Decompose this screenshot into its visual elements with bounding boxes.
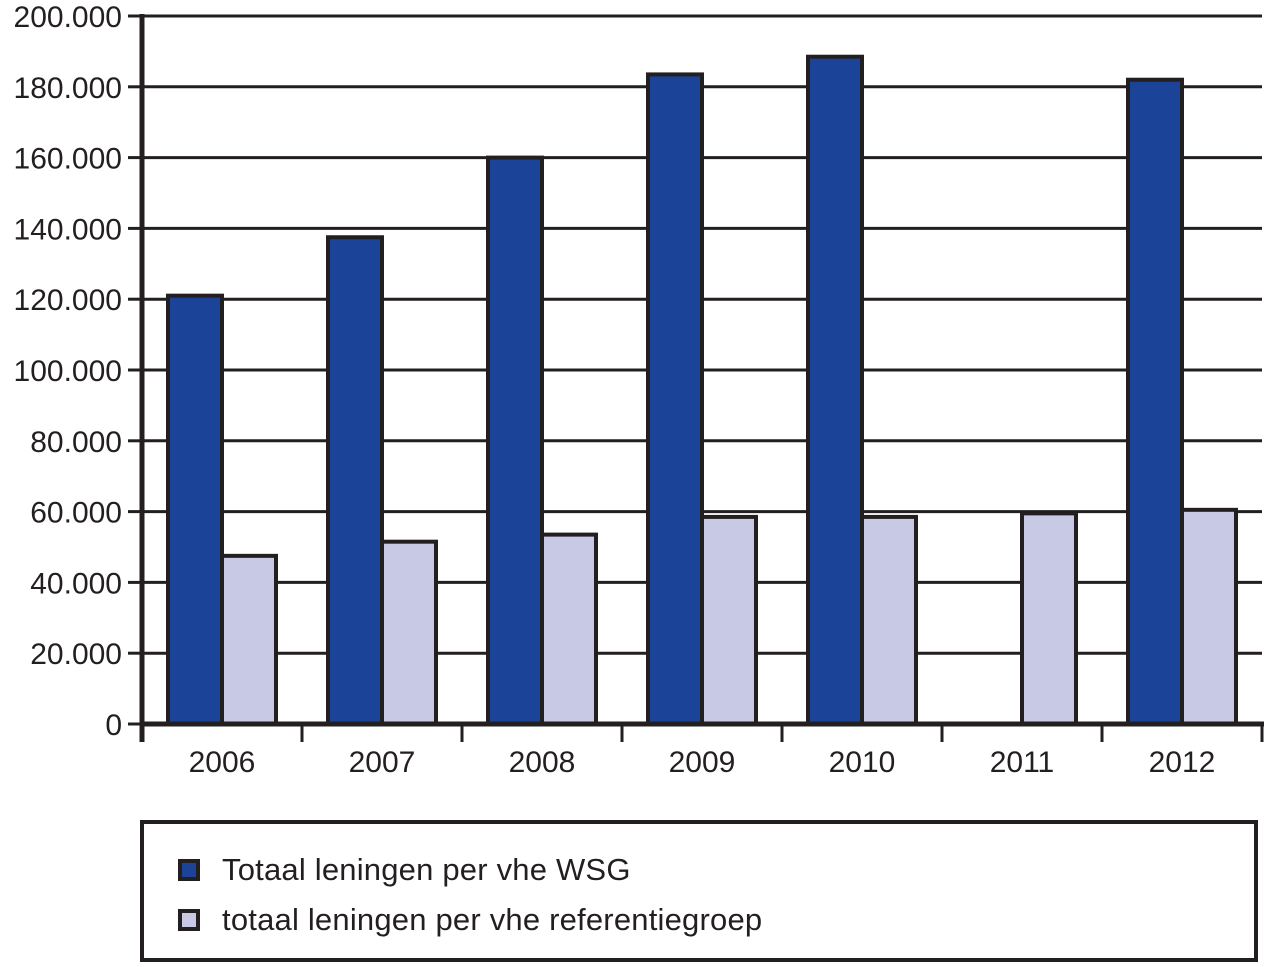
bar-referentiegroep-2010 [860, 514, 918, 726]
bar-referentiegroep-2011 [1020, 511, 1078, 726]
bar-chart: 0 20.000 40.000 60.000 80.000 100.000 120.000 1… [14, 1, 1264, 779]
x-tick-label: 2009 [669, 746, 736, 779]
x-tick-label: 2011 [990, 746, 1055, 779]
y-tick-label: 140.000 [14, 213, 122, 246]
legend-item-referentiegroep: totaal leningen per vhe referentiegroep [178, 904, 762, 935]
x-tick-label: 2006 [189, 746, 256, 779]
bar-wsg-2010 [806, 54, 864, 726]
x-tick-label: 2008 [509, 746, 576, 779]
bar-wsg-2006 [166, 293, 224, 726]
legend-label: Totaal leningen per vhe WSG [222, 852, 631, 887]
y-axis-tick-labels: 0 20.000 40.000 60.000 80.000 100.000 120.000 1… [14, 1, 122, 742]
x-tick-label: 2010 [829, 746, 896, 779]
bar-wsg-2012 [1126, 77, 1184, 727]
bar-referentiegroep-2012 [1180, 507, 1238, 726]
x-tick-label: 2007 [349, 746, 416, 779]
bar-wsg-2009 [646, 72, 704, 727]
x-axis-tick-labels: 2006 2007 2008 2009 2010 2011 2012 [189, 746, 1216, 779]
y-tick-label: 160.000 [14, 143, 122, 176]
bar-referentiegroep-2008 [540, 532, 598, 726]
y-tick-label: 200.000 [14, 1, 122, 34]
y-tick-label: 120.000 [14, 284, 122, 317]
axes [139, 14, 1264, 742]
y-tick-label: 100.000 [14, 355, 122, 388]
legend-swatch-wsg [178, 858, 200, 881]
legend: Totaal leningen per vhe WSG totaal lenin… [140, 820, 1258, 962]
bar-wsg-2008 [486, 155, 544, 727]
x-tick-label: 2012 [1149, 746, 1216, 779]
y-tick-label: 60.000 [30, 497, 122, 530]
y-tick-label: 40.000 [30, 567, 122, 600]
bar-wsg-2007 [326, 235, 384, 726]
bar-referentiegroep-2006 [220, 553, 278, 726]
y-tick-label: 80.000 [30, 426, 122, 459]
legend-item-wsg: Totaal leningen per vhe WSG [178, 854, 631, 885]
bar-referentiegroep-2007 [380, 539, 438, 726]
y-tick-label: 20.000 [30, 638, 122, 671]
legend-swatch-referentiegroep [178, 908, 200, 931]
legend-label: totaal leningen per vhe referentiegroep [222, 902, 763, 937]
y-tick-label: 180.000 [14, 72, 122, 105]
y-tick-label: 0 [105, 709, 122, 742]
bar-referentiegroep-2009 [700, 514, 758, 726]
